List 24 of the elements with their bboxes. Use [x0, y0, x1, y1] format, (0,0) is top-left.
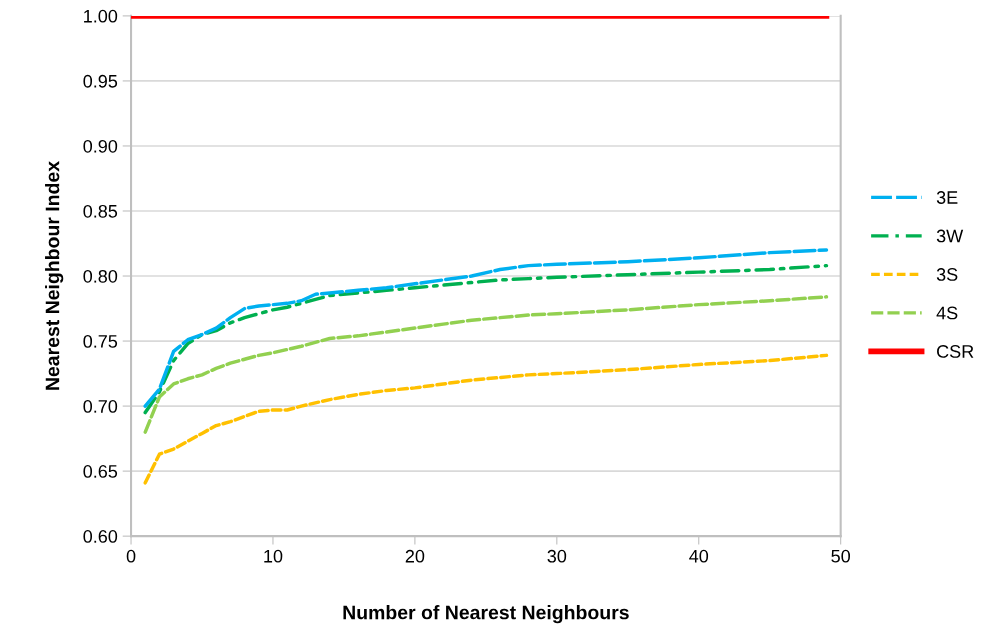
line-series — [143, 295, 829, 434]
y-tick-label: 0.75 — [83, 334, 118, 348]
legend-label: CSR — [937, 345, 974, 358]
y-tick-label: 0.95 — [83, 74, 118, 88]
x-axis-title: Number of Nearest Neighbours — [343, 605, 629, 624]
y-tick-label: 0.90 — [83, 139, 118, 153]
y-tick-label: 1.00 — [84, 9, 118, 23]
legend-label: 4S — [936, 306, 958, 320]
y-tick-label: 0.85 — [83, 204, 118, 218]
x-tick-label: 50 — [831, 549, 851, 563]
legend-label: 3E — [936, 191, 958, 204]
legend-label: 3S — [936, 268, 958, 281]
y-tick-label: 0.60 — [83, 530, 118, 543]
y-tick-label: 0.65 — [83, 465, 118, 478]
x-tick-label: 0 — [126, 549, 136, 563]
x-tick-label: 40 — [689, 549, 709, 563]
x-tick-label: 30 — [547, 549, 567, 563]
y-tick-label: 0.80 — [83, 269, 118, 283]
line-series — [143, 353, 829, 485]
x-tick-label: 20 — [405, 549, 425, 563]
y-tick-label: 0.70 — [83, 400, 118, 413]
x-tick-label: 10 — [264, 549, 283, 563]
y-axis-title: Nearest Neighbour Index — [45, 161, 64, 390]
legend-label: 3W — [936, 229, 964, 243]
